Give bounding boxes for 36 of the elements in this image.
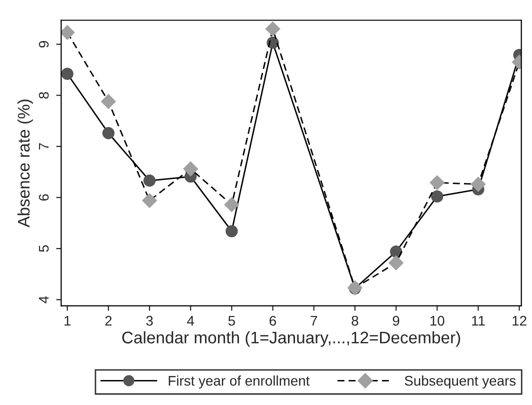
- point: [101, 94, 116, 109]
- legend-label: Subsequent years: [404, 376, 516, 388]
- x-axis-title: Calendar month (1=January,...,12=December): [122, 331, 460, 347]
- y-tick-label: 5: [39, 245, 49, 252]
- point: [102, 127, 115, 140]
- point: [61, 25, 75, 40]
- x-tick-label: 4: [187, 316, 194, 326]
- y-tick-label: 7: [39, 143, 49, 150]
- legend-label: First year of enrollment: [168, 376, 310, 388]
- point: [61, 68, 74, 80]
- point: [183, 161, 198, 176]
- point: [388, 255, 404, 270]
- x-tick-label: 11: [472, 316, 485, 326]
- x-tick-label: 1: [64, 316, 71, 326]
- point: [142, 193, 157, 208]
- point: [431, 190, 444, 203]
- y-tick-label: 8: [38, 92, 49, 99]
- x-tick-label: 12: [512, 316, 526, 326]
- y-axis-title: Absence rate (%): [17, 100, 33, 228]
- x-tick-label: 3: [146, 316, 153, 326]
- point: [470, 176, 486, 192]
- x-tick-label: 2: [105, 316, 112, 326]
- point: [224, 197, 240, 212]
- point: [143, 174, 156, 187]
- x-tick-label: 8: [352, 316, 358, 326]
- x-tick-label: 6: [270, 316, 276, 326]
- x-tick-label: 9: [392, 316, 400, 326]
- point: [226, 225, 238, 238]
- y-tick-label: 9: [38, 41, 49, 48]
- y-tick-label: 6: [38, 194, 49, 201]
- point: [265, 22, 280, 36]
- x-tick-label: 7: [310, 316, 318, 326]
- x-tick-label: 5: [228, 316, 235, 326]
- point: [430, 175, 445, 190]
- y-tick-label: 4: [39, 296, 49, 304]
- x-tick-label: 10: [430, 316, 444, 326]
